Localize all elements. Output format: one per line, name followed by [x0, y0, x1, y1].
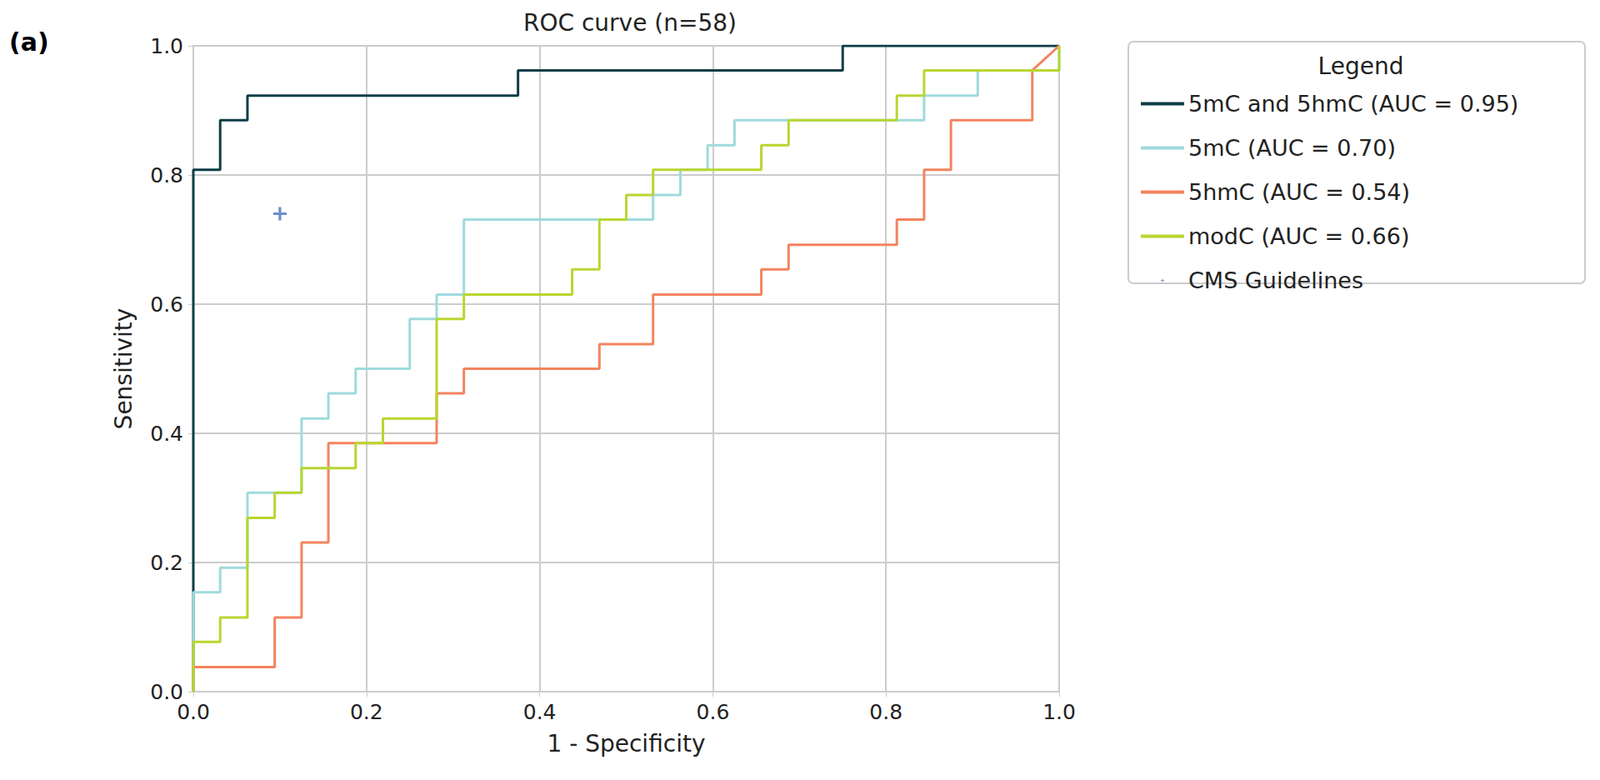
svg-text:CMS Guidelines: CMS Guidelines — [1188, 267, 1364, 294]
svg-text:ROC curve (n=58): ROC curve (n=58) — [523, 9, 737, 37]
svg-text:0.4: 0.4 — [523, 700, 557, 725]
svg-text:0.6: 0.6 — [150, 292, 184, 317]
svg-text:0.2: 0.2 — [350, 700, 384, 725]
svg-text:modC (AUC = 0.66): modC (AUC = 0.66) — [1188, 223, 1410, 250]
svg-text:0.8: 0.8 — [869, 700, 903, 725]
svg-text:0.6: 0.6 — [696, 700, 730, 725]
svg-text:0.8: 0.8 — [150, 163, 184, 188]
svg-text:Sensitivity: Sensitivity — [110, 308, 138, 430]
svg-text:0.0: 0.0 — [150, 679, 184, 704]
svg-text:5mC and 5hmC (AUC = 0.95): 5mC and 5hmC (AUC = 0.95) — [1188, 90, 1519, 117]
svg-text:5hmC (AUC = 0.54): 5hmC (AUC = 0.54) — [1188, 179, 1410, 205]
svg-text:1.0: 1.0 — [1042, 700, 1076, 725]
svg-text:5mC (AUC = 0.70): 5mC (AUC = 0.70) — [1188, 135, 1396, 161]
svg-text:0.2: 0.2 — [150, 550, 184, 575]
svg-text:1 - Specificity: 1 - Specificity — [546, 730, 705, 758]
svg-text:0.0: 0.0 — [176, 700, 210, 725]
svg-text:0.4: 0.4 — [150, 421, 184, 446]
svg-text:(a): (a) — [9, 27, 50, 57]
svg-text:1.0: 1.0 — [150, 34, 184, 59]
svg-text:Legend: Legend — [1318, 52, 1405, 80]
